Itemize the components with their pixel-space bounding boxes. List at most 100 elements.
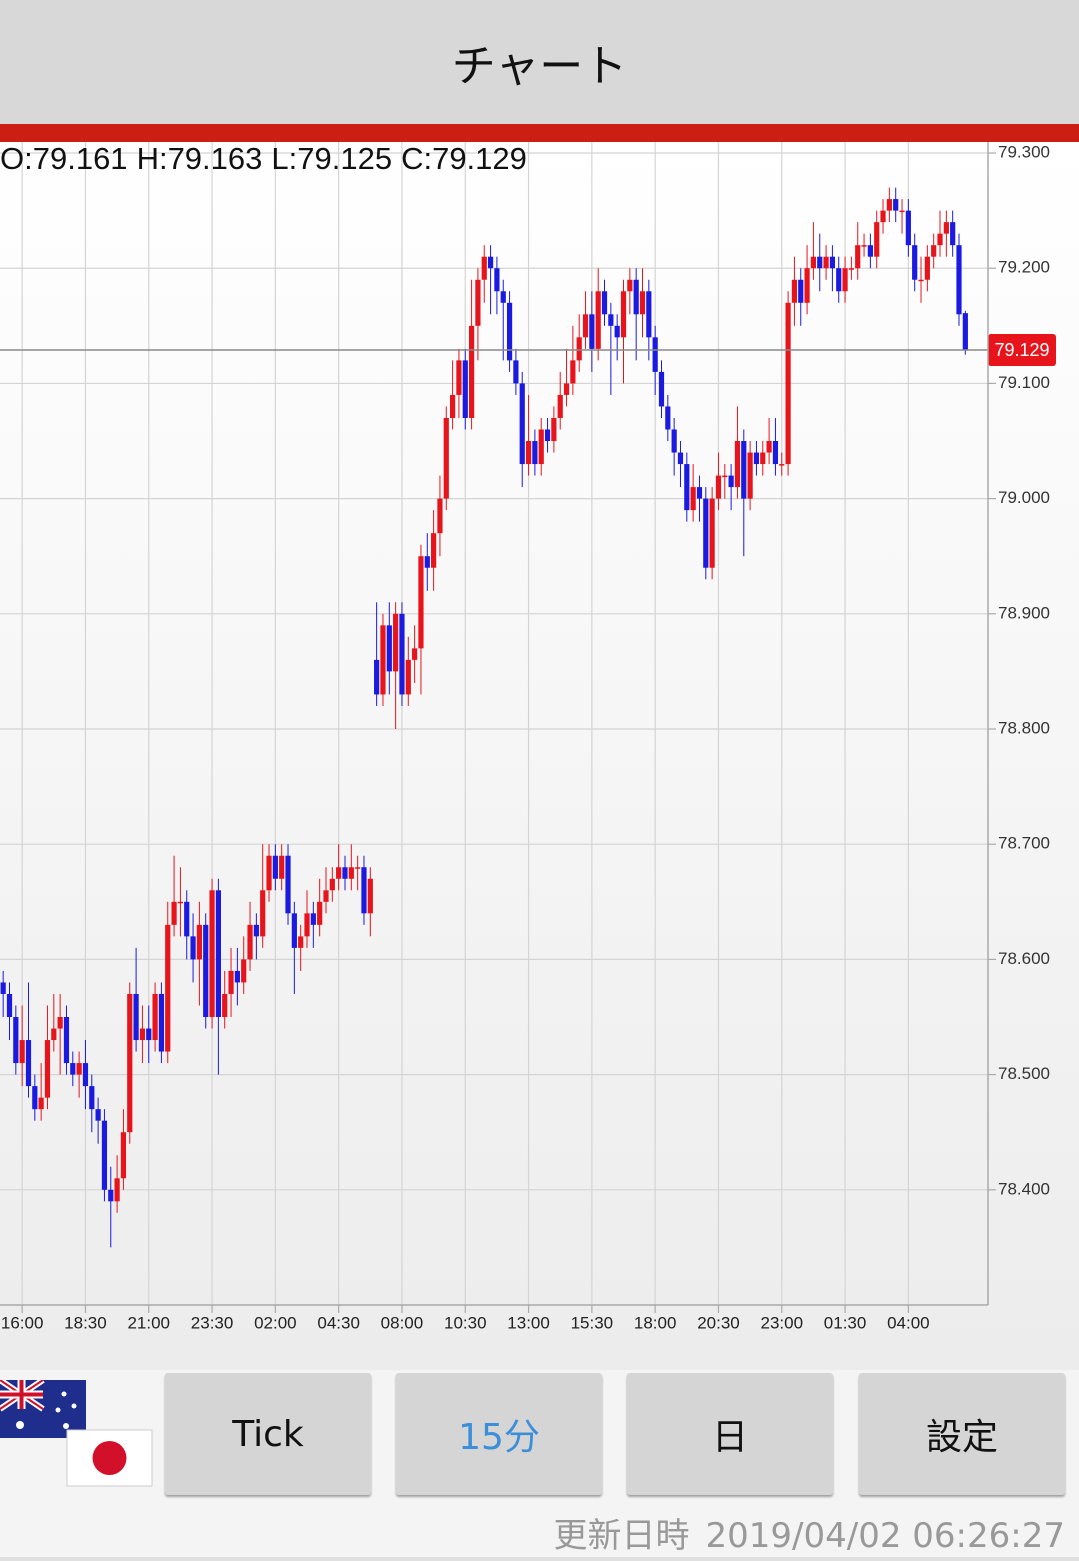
- candle-body: [38, 1097, 44, 1110]
- candle-body: [260, 890, 266, 937]
- x-tick-label: 20:30: [697, 1313, 740, 1332]
- chart: 78.400 78.500 78.600 78.700 78.800 78.900 79.0…: [0, 141, 1079, 1370]
- candle-body: [317, 901, 323, 925]
- candle-body: [519, 383, 525, 465]
- candle-body: [279, 855, 285, 879]
- candle-body: [76, 1063, 82, 1075]
- candle-body: [32, 1086, 38, 1110]
- candle-body: [6, 993, 13, 1018]
- candle-body: [741, 441, 747, 499]
- candle-body: [468, 325, 475, 418]
- candle-body: [747, 452, 753, 499]
- timeframe-button[interactable]: Tick: [165, 1373, 371, 1495]
- timeframe-button[interactable]: 15分: [396, 1373, 602, 1495]
- candle-body: [614, 325, 620, 338]
- candle-body: [874, 222, 880, 257]
- candle-body: [449, 394, 456, 418]
- candle-body: [51, 1028, 57, 1041]
- x-tick-label: 18:30: [64, 1313, 107, 1332]
- y-tick-label: 79.300: [998, 143, 1050, 162]
- candle-body: [772, 441, 779, 465]
- last-price-label: 79.129: [994, 340, 1049, 360]
- candle-body: [817, 256, 823, 269]
- candle-body: [184, 901, 190, 937]
- candle-body: [494, 268, 500, 292]
- candle-body: [380, 625, 386, 695]
- candle-body: [222, 993, 228, 1018]
- ohlc-value: 79.129: [432, 141, 527, 176]
- candle-body: [133, 993, 139, 1041]
- candle-body: [703, 498, 709, 568]
- candle-body: [671, 429, 677, 453]
- candle-body: [19, 1040, 25, 1064]
- title: チャート: [451, 41, 628, 92]
- candle-body: [804, 268, 810, 303]
- y-tick-label: 78.800: [998, 718, 1050, 737]
- candle-body: [880, 210, 886, 223]
- y-tick-label: 78.400: [998, 1179, 1050, 1198]
- x-tick-label: 15:30: [571, 1313, 614, 1332]
- currency-flags: [0, 1380, 153, 1487]
- candle-body: [196, 924, 202, 960]
- candle-body: [431, 533, 437, 568]
- candle-body: [912, 245, 918, 280]
- candle-body: [253, 924, 259, 937]
- x-tick-label: 04:30: [317, 1313, 360, 1332]
- candle-body: [139, 1028, 146, 1041]
- ohlc-value: 79.125: [297, 141, 392, 176]
- candle-body: [342, 867, 348, 879]
- candle-body: [867, 245, 873, 257]
- candle-body: [127, 993, 133, 1133]
- candle-body: [937, 233, 943, 246]
- candle-body: [108, 1189, 114, 1202]
- candle-body: [165, 924, 171, 1052]
- candle-body: [563, 383, 570, 395]
- ohlc-value: 79.161: [33, 141, 128, 176]
- candle-body: [500, 291, 506, 303]
- candle-body: [861, 245, 867, 247]
- timeframe-button[interactable]: 日: [627, 1373, 833, 1495]
- candle-body: [525, 441, 532, 465]
- candle-body: [63, 1017, 70, 1064]
- candle-body: [513, 360, 519, 384]
- candle-body: [886, 199, 892, 211]
- candle-body: [456, 360, 462, 395]
- timeframe-button[interactable]: 設定: [859, 1373, 1065, 1495]
- candle-body: [57, 1017, 63, 1029]
- candle-body: [728, 475, 734, 488]
- candle-body: [146, 1028, 152, 1041]
- candle-body: [779, 464, 785, 466]
- candle-body: [89, 1086, 95, 1110]
- candle-body: [956, 245, 962, 315]
- candle-body: [734, 441, 741, 488]
- x-tick-label: 04:00: [887, 1313, 930, 1332]
- update-label: 更新日時: [553, 1516, 690, 1556]
- candle-body: [95, 1109, 101, 1121]
- candle-body: [215, 890, 221, 1018]
- candle-body: [272, 855, 278, 879]
- candle-body: [443, 417, 449, 499]
- y-tick-label: 79.000: [998, 488, 1050, 507]
- candle-body: [247, 924, 253, 960]
- x-tick-label: 23:00: [760, 1313, 803, 1332]
- candle-body: [304, 913, 310, 937]
- candle-body: [120, 1132, 127, 1179]
- y-tick-label: 78.700: [998, 834, 1050, 853]
- x-tick-label: 02:00: [254, 1313, 297, 1332]
- ohlc-label: L:: [271, 141, 297, 176]
- candle-body: [532, 441, 538, 465]
- candle-body: [722, 475, 728, 478]
- candle-body: [481, 256, 487, 280]
- x-tick-label: 18:00: [634, 1313, 677, 1332]
- candle-body: [355, 867, 361, 869]
- candle-body: [405, 659, 411, 695]
- candle-body: [696, 487, 703, 499]
- candle-body: [639, 291, 646, 315]
- candle-body: [241, 959, 247, 983]
- candle-body: [462, 360, 468, 418]
- y-tick-label: 79.100: [998, 373, 1050, 392]
- candle-body: [418, 556, 424, 649]
- candle-body: [544, 429, 551, 442]
- candle-body: [905, 210, 911, 246]
- candle-body: [437, 498, 443, 534]
